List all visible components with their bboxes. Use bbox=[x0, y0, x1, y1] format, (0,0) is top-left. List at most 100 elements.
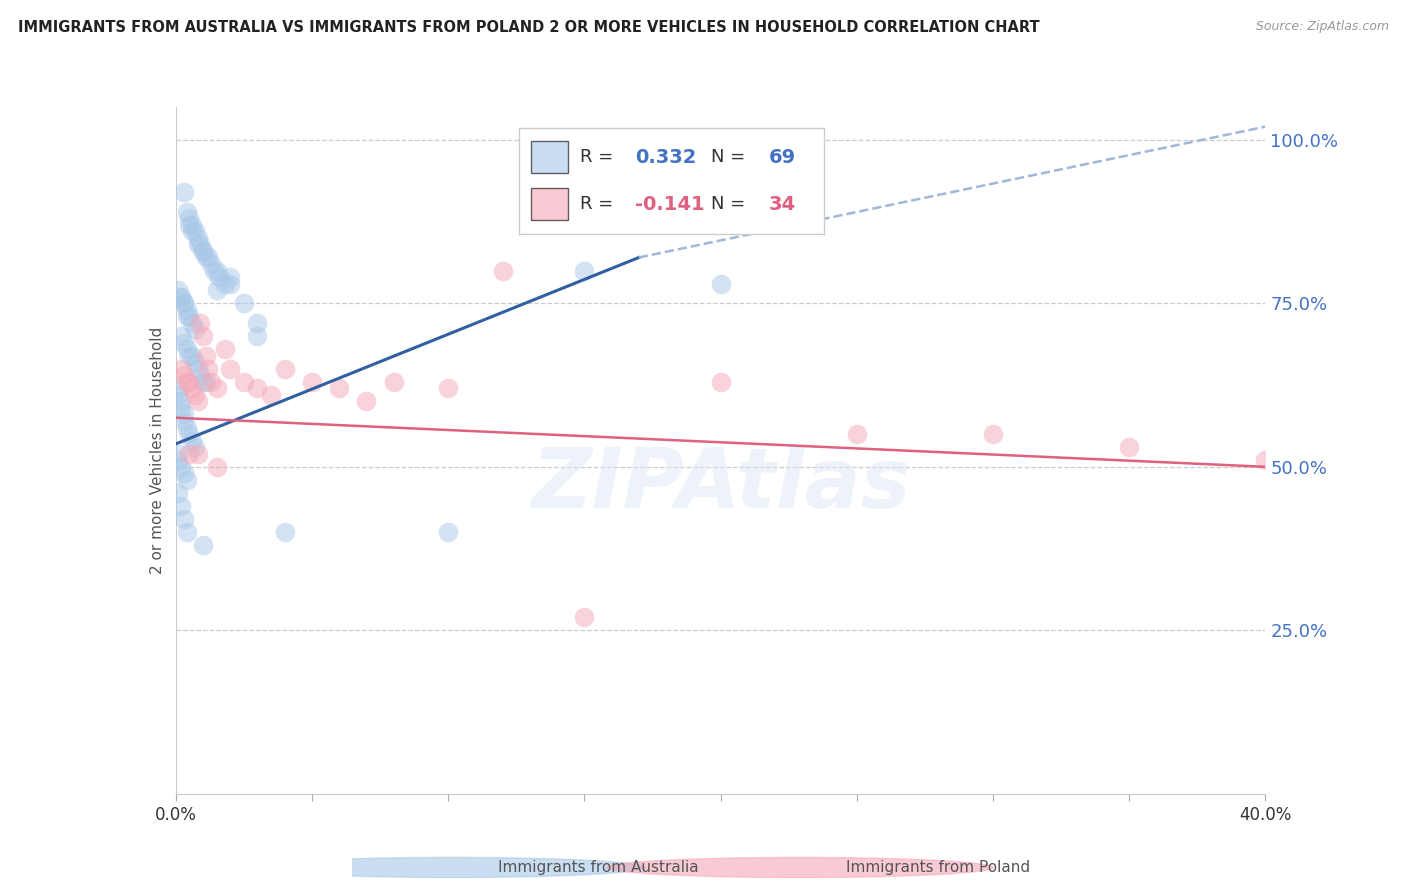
Point bbox=[356, 394, 378, 409]
Point bbox=[194, 251, 217, 265]
Point bbox=[205, 459, 228, 474]
Point bbox=[194, 349, 217, 363]
Point bbox=[179, 218, 201, 232]
Point bbox=[167, 381, 190, 395]
Point bbox=[214, 342, 236, 356]
Point bbox=[173, 408, 195, 422]
Point bbox=[181, 381, 204, 395]
Point bbox=[184, 440, 207, 454]
Point bbox=[173, 512, 195, 526]
Point bbox=[191, 375, 214, 389]
Point bbox=[184, 355, 207, 369]
Point bbox=[176, 525, 198, 540]
Point bbox=[188, 316, 211, 330]
Point bbox=[437, 525, 460, 540]
Point bbox=[173, 414, 195, 428]
Point bbox=[173, 335, 195, 350]
Point bbox=[191, 244, 214, 258]
Point bbox=[167, 486, 190, 500]
Point bbox=[200, 375, 222, 389]
Point bbox=[382, 375, 405, 389]
Text: Source: ZipAtlas.com: Source: ZipAtlas.com bbox=[1256, 20, 1389, 33]
Point bbox=[170, 290, 193, 304]
Point bbox=[710, 375, 733, 389]
Point bbox=[574, 610, 596, 624]
Point bbox=[176, 420, 198, 434]
Point bbox=[184, 224, 207, 238]
Point bbox=[205, 263, 228, 277]
Point bbox=[186, 361, 209, 376]
Point bbox=[208, 270, 231, 285]
Circle shape bbox=[259, 857, 645, 878]
Point bbox=[232, 296, 254, 310]
Point bbox=[181, 349, 204, 363]
Circle shape bbox=[606, 857, 993, 878]
Point bbox=[197, 361, 219, 376]
Point bbox=[181, 316, 204, 330]
Point bbox=[260, 388, 283, 402]
Point bbox=[219, 270, 242, 285]
Point bbox=[191, 329, 214, 343]
Point bbox=[186, 237, 209, 252]
Point bbox=[186, 394, 209, 409]
Point bbox=[176, 375, 198, 389]
Point bbox=[176, 342, 198, 356]
Point bbox=[170, 394, 193, 409]
Point bbox=[184, 322, 207, 336]
Point bbox=[173, 296, 195, 310]
Point bbox=[184, 388, 207, 402]
Point bbox=[179, 375, 201, 389]
Point bbox=[173, 467, 195, 481]
Point bbox=[170, 329, 193, 343]
Point bbox=[710, 277, 733, 291]
Point bbox=[186, 447, 209, 461]
Point bbox=[188, 368, 211, 383]
Point bbox=[274, 361, 297, 376]
Point bbox=[1118, 440, 1140, 454]
Point bbox=[214, 277, 236, 291]
Point bbox=[191, 244, 214, 258]
Point bbox=[176, 473, 198, 487]
Point bbox=[176, 302, 198, 317]
Point bbox=[179, 447, 201, 461]
Point bbox=[191, 538, 214, 552]
Point bbox=[246, 329, 269, 343]
Point bbox=[181, 224, 204, 238]
Point bbox=[194, 375, 217, 389]
Point bbox=[186, 231, 209, 245]
Text: Immigrants from Poland: Immigrants from Poland bbox=[846, 860, 1031, 875]
Point bbox=[173, 368, 195, 383]
Point bbox=[219, 361, 242, 376]
Point bbox=[167, 283, 190, 297]
Point bbox=[167, 447, 190, 461]
Point bbox=[170, 290, 193, 304]
Point bbox=[170, 499, 193, 513]
Point bbox=[170, 459, 193, 474]
Point bbox=[205, 283, 228, 297]
Point bbox=[246, 316, 269, 330]
Point bbox=[301, 375, 323, 389]
Point bbox=[167, 453, 190, 467]
Point bbox=[1254, 453, 1277, 467]
Point bbox=[200, 257, 222, 271]
Point bbox=[181, 434, 204, 448]
Point bbox=[188, 237, 211, 252]
Point bbox=[202, 263, 225, 277]
Point bbox=[181, 218, 204, 232]
Text: IMMIGRANTS FROM AUSTRALIA VS IMMIGRANTS FROM POLAND 2 OR MORE VEHICLES IN HOUSEH: IMMIGRANTS FROM AUSTRALIA VS IMMIGRANTS … bbox=[18, 20, 1040, 35]
Point bbox=[246, 381, 269, 395]
Point bbox=[176, 204, 198, 219]
Point bbox=[437, 381, 460, 395]
Point bbox=[574, 263, 596, 277]
Point bbox=[205, 381, 228, 395]
Point bbox=[167, 388, 190, 402]
Text: ZIPAtlas: ZIPAtlas bbox=[531, 444, 910, 525]
Point bbox=[176, 310, 198, 324]
Point bbox=[274, 525, 297, 540]
Point bbox=[845, 427, 868, 442]
Point bbox=[232, 375, 254, 389]
Point bbox=[179, 427, 201, 442]
Point bbox=[219, 277, 242, 291]
Point bbox=[492, 263, 515, 277]
Point bbox=[173, 296, 195, 310]
